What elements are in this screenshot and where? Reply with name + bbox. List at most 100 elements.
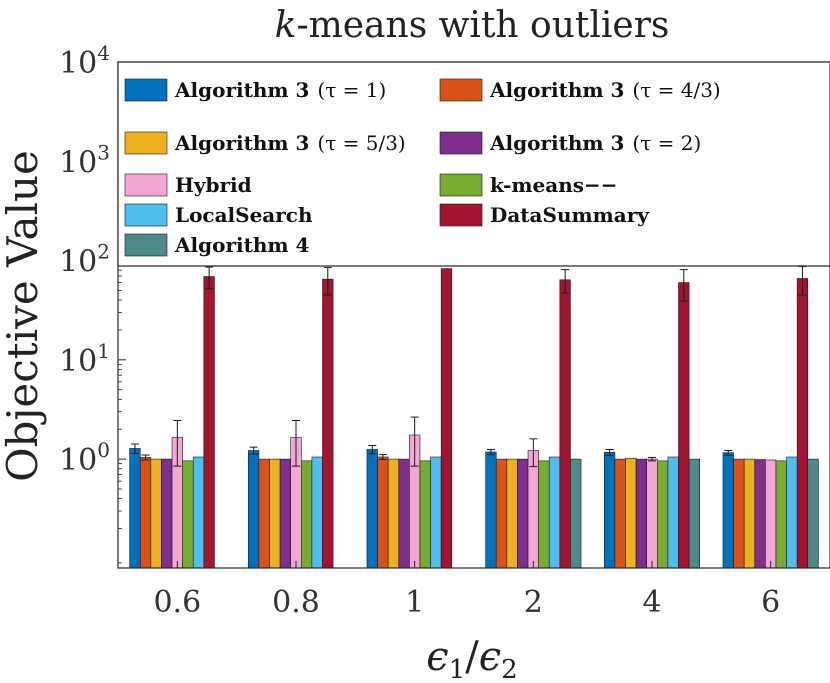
x-tick-label: 2 bbox=[524, 585, 543, 620]
legend-label-main: Hybrid bbox=[175, 173, 252, 197]
bar bbox=[603, 452, 616, 569]
legend-label: Algorithm 4 bbox=[174, 233, 309, 257]
legend-label-param: (τ = 4/3) bbox=[632, 78, 720, 102]
bar bbox=[733, 458, 745, 569]
bar bbox=[635, 458, 647, 569]
legend-swatch bbox=[439, 203, 483, 227]
bar bbox=[322, 278, 334, 569]
bar bbox=[786, 456, 798, 569]
bar bbox=[366, 449, 378, 569]
bar bbox=[570, 458, 582, 569]
y-tick-label: 100 bbox=[59, 438, 110, 478]
bar bbox=[722, 452, 734, 569]
legend-label-main: Algorithm 3 bbox=[174, 78, 309, 102]
bar bbox=[495, 458, 508, 569]
y-tick-exp: 2 bbox=[97, 240, 110, 264]
bar bbox=[419, 460, 431, 569]
bar bbox=[377, 456, 389, 569]
bar bbox=[548, 456, 561, 569]
bar bbox=[485, 451, 497, 569]
bar bbox=[161, 458, 173, 569]
y-tick-exp: 3 bbox=[97, 140, 110, 164]
bar bbox=[625, 457, 637, 569]
legend-label: DataSummary bbox=[490, 203, 650, 227]
bar bbox=[559, 279, 571, 569]
bar bbox=[269, 458, 281, 569]
bar bbox=[182, 460, 194, 569]
y-tick-base: 10 bbox=[59, 245, 97, 280]
legend-label-main: Algorithm 3 bbox=[489, 131, 624, 155]
x-label-eps1: ϵ bbox=[426, 634, 448, 680]
legend-label: Hybrid bbox=[175, 173, 252, 197]
y-axis-label: Objective Value bbox=[0, 150, 47, 482]
legend-label-main: Algorithm 3 bbox=[489, 78, 624, 102]
x-tick-label: 6 bbox=[761, 585, 780, 620]
bar bbox=[517, 458, 529, 569]
bar bbox=[646, 458, 658, 569]
bar bbox=[807, 458, 819, 569]
y-tick-label: 103 bbox=[59, 140, 110, 180]
legend: Algorithm 3 (τ = 1) Algorithm 3 (τ = 4/3)Al… bbox=[117, 61, 830, 267]
bar bbox=[743, 458, 756, 569]
legend-label-main: k-means−− bbox=[490, 173, 618, 197]
bar bbox=[203, 276, 215, 569]
y-tick-label: 101 bbox=[59, 339, 110, 379]
bar bbox=[614, 458, 626, 569]
bar bbox=[656, 460, 669, 569]
legend-swatch bbox=[124, 233, 168, 257]
legend-swatch bbox=[439, 173, 483, 197]
legend-label-param: (τ = 5/3) bbox=[317, 131, 405, 155]
legend-label: Algorithm 3 (τ = 4/3) bbox=[489, 78, 721, 102]
chart-title-k: k bbox=[275, 5, 297, 46]
bar bbox=[765, 459, 777, 569]
y-tick-exp: 0 bbox=[97, 438, 110, 462]
x-axis-ticks: 0.6 0.8 1 2 4 6 bbox=[153, 561, 780, 620]
legend-label-main: Algorithm 3 bbox=[174, 131, 309, 155]
bar bbox=[139, 457, 152, 569]
x-tick-label: 1 bbox=[405, 585, 424, 620]
bar bbox=[754, 459, 766, 569]
bar bbox=[506, 458, 518, 569]
bar bbox=[398, 458, 410, 569]
bar bbox=[279, 458, 292, 569]
legend-label-main: LocalSearch bbox=[175, 203, 313, 227]
bar bbox=[192, 456, 205, 569]
bar bbox=[688, 458, 700, 569]
y-tick-base: 10 bbox=[59, 145, 97, 180]
legend-label: LocalSearch bbox=[175, 203, 313, 227]
bar bbox=[667, 456, 679, 569]
legend-label-param: (τ = 1) bbox=[317, 78, 386, 102]
y-tick-label: 102 bbox=[59, 240, 110, 280]
y-tick-exp: 1 bbox=[97, 339, 110, 363]
bar bbox=[150, 458, 162, 569]
y-tick-base: 10 bbox=[59, 46, 97, 81]
legend-swatch bbox=[124, 78, 168, 102]
x-tick-label: 0.8 bbox=[272, 585, 320, 620]
y-tick-base: 10 bbox=[59, 443, 97, 478]
bars-group bbox=[129, 266, 819, 569]
bar bbox=[258, 458, 270, 569]
bar bbox=[527, 450, 539, 569]
bar bbox=[387, 458, 400, 569]
legend-swatch bbox=[439, 78, 483, 102]
y-tick-base: 10 bbox=[59, 344, 97, 379]
legend-swatch bbox=[439, 131, 483, 155]
x-label-sub1: 1 bbox=[449, 655, 466, 683]
bar bbox=[311, 456, 323, 569]
x-label-eps2: ϵ bbox=[479, 634, 501, 680]
bar bbox=[796, 278, 809, 569]
x-label-slash: / bbox=[465, 634, 479, 680]
bar bbox=[300, 460, 313, 569]
bar bbox=[430, 456, 442, 569]
bar bbox=[129, 448, 141, 569]
legend-label-main: DataSummary bbox=[490, 203, 650, 227]
bar bbox=[440, 268, 453, 569]
legend-label-main: Algorithm 4 bbox=[174, 233, 309, 257]
legend-label: k-means−− bbox=[490, 173, 618, 197]
chart-title: k-means with outliers bbox=[275, 5, 670, 46]
legend-label-param: (τ = 2) bbox=[632, 131, 701, 155]
x-axis-label: ϵ1/ϵ2 bbox=[426, 634, 517, 683]
bar bbox=[678, 282, 690, 569]
y-tick-label: 104 bbox=[59, 41, 110, 81]
